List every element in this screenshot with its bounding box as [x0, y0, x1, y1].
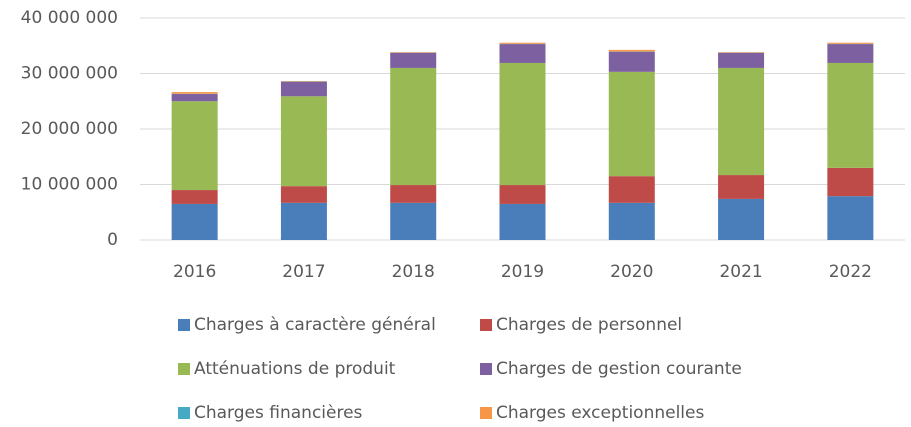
bar-segment [390, 52, 437, 53]
bar-segment [280, 186, 327, 203]
bar-segment [280, 81, 327, 97]
legend-label: Charges à caractère général [194, 315, 436, 335]
x-tick-label: 2016 [173, 262, 216, 282]
legend-label: Charges exceptionnelles [496, 403, 704, 423]
legend-swatch [178, 407, 190, 419]
legend-label: Atténuations de produit [194, 359, 396, 379]
bar-segment [499, 62, 546, 186]
bar-segment [171, 203, 218, 240]
legend-swatch [178, 319, 190, 331]
bar-segment [608, 49, 655, 52]
bar-segment [827, 196, 874, 240]
bar-segment [718, 67, 765, 176]
y-tick-label: 20 000 000 [21, 119, 118, 139]
bar-segment [499, 185, 546, 204]
bar-segment [171, 101, 218, 191]
y-tick-label: 30 000 000 [21, 64, 118, 84]
bar-segment [280, 80, 327, 82]
bar-segment [827, 44, 874, 63]
y-tick-label: 0 [107, 230, 118, 250]
legend-swatch [178, 363, 190, 375]
bar-segment [390, 52, 437, 68]
legend-label: Charges de personnel [496, 315, 682, 335]
bar-segment [718, 52, 765, 68]
bar-segment [827, 167, 874, 197]
bar-segment [608, 176, 655, 203]
bar-segment [171, 92, 218, 94]
bar-segment [499, 42, 546, 44]
x-tick-label: 2017 [282, 262, 325, 282]
x-tick-label: 2022 [829, 262, 872, 282]
legend-swatch [480, 363, 492, 375]
legend-swatch [480, 407, 492, 419]
bar-segment [390, 202, 437, 240]
legend-swatch [480, 319, 492, 331]
bar-segment [171, 190, 218, 204]
bar-segment [390, 185, 437, 203]
legend-label: Charges de gestion courante [496, 359, 742, 379]
bar-segment [171, 94, 218, 102]
bar-segment [390, 67, 437, 186]
bar-segment [718, 175, 765, 199]
x-tick-label: 2018 [392, 262, 435, 282]
bar-segment [608, 51, 655, 72]
bar-segment [718, 198, 765, 240]
x-tick-label: 2020 [610, 262, 653, 282]
bar-segment [827, 42, 874, 44]
bar-segment [718, 52, 765, 53]
y-tick-label: 40 000 000 [21, 8, 118, 28]
bar-segment [499, 203, 546, 240]
bar-segment [608, 71, 655, 177]
legend-label: Charges financières [194, 403, 363, 423]
x-tick-label: 2021 [719, 262, 762, 282]
bar-segment [280, 96, 327, 187]
x-tick-label: 2019 [501, 262, 544, 282]
bar-segment [827, 62, 874, 168]
bar-segment [499, 44, 546, 63]
y-tick-label: 10 000 000 [21, 175, 118, 195]
bar-segment [608, 202, 655, 240]
bar-segment [280, 202, 327, 240]
